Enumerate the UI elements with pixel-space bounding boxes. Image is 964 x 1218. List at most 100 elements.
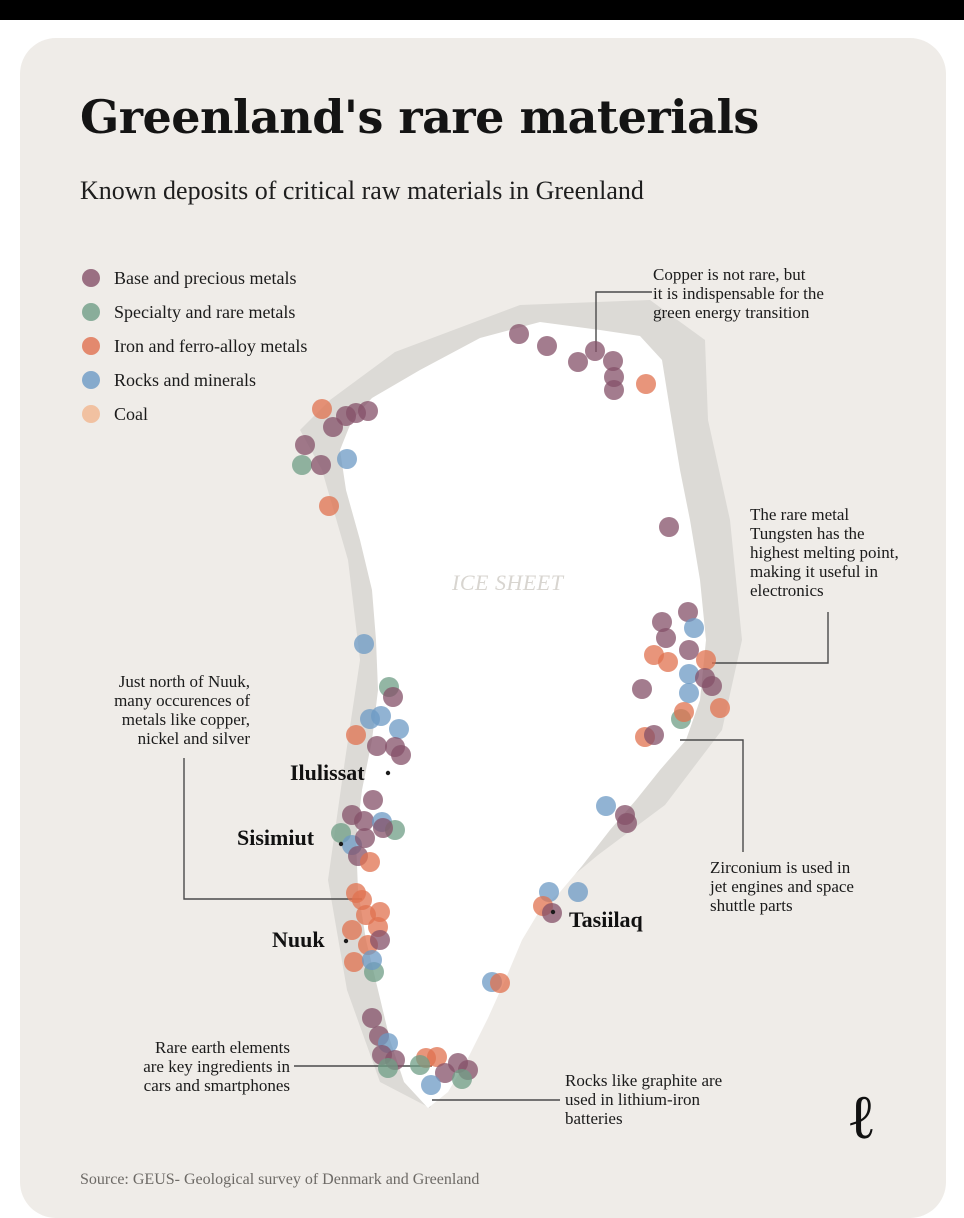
- deposit-dot: [617, 813, 637, 833]
- legend-dot-base: [82, 269, 100, 287]
- leader-tungsten: [712, 612, 829, 664]
- deposit-dot: [679, 664, 699, 684]
- deposit-dot: [358, 401, 378, 421]
- legend-item-specialty: Specialty and rare metals: [82, 295, 307, 329]
- deposit-dot: [360, 852, 380, 872]
- deposit-dot: [604, 380, 624, 400]
- deposit-dot: [354, 634, 374, 654]
- deposit-dot: [383, 687, 403, 707]
- deposit-dot: [658, 652, 678, 672]
- deposit-dot: [427, 1047, 447, 1067]
- deposit-dot: [603, 351, 623, 371]
- page-subtitle: Known deposits of critical raw materials…: [80, 176, 644, 205]
- tasiilaq-marker: [550, 909, 556, 915]
- land-outline: [340, 322, 706, 1108]
- deposit-dot: [636, 374, 656, 394]
- deposit-dot: [362, 950, 382, 970]
- infographic-card: Greenland's rare materials Known deposit…: [20, 38, 946, 1218]
- deposit-dot: [421, 1075, 441, 1095]
- deposit-dot: [537, 336, 557, 356]
- top-bar: [0, 0, 964, 20]
- deposit-dot: [355, 828, 375, 848]
- deposit-dot: [346, 725, 366, 745]
- deposit-dot: [696, 650, 716, 670]
- deposit-dot: [410, 1055, 430, 1075]
- deposit-dot: [659, 517, 679, 537]
- deposit-dot: [568, 352, 588, 372]
- deposit-dot: [344, 952, 364, 972]
- deposit-dot: [342, 920, 362, 940]
- deposit-dot: [632, 679, 652, 699]
- deposit-dot: [295, 435, 315, 455]
- deposit-dot: [362, 1008, 382, 1028]
- ilulissat-marker: [385, 770, 391, 776]
- deposit-dot: [371, 706, 391, 726]
- annotation-rare-earth: Rare earth elements are key ingredients …: [143, 1038, 290, 1095]
- legend-item-rocks: Rocks and minerals: [82, 363, 307, 397]
- leader-zirconium: [680, 739, 744, 852]
- deposit-dot: [656, 628, 676, 648]
- page-title: Greenland's rare materials: [80, 90, 759, 144]
- deposit-dot: [312, 399, 332, 419]
- leader-lines: [183, 291, 829, 1101]
- city-label-nuuk: Nuuk: [272, 927, 325, 952]
- legend-dot-coal: [82, 405, 100, 423]
- legend-dot-rocks: [82, 371, 100, 389]
- publisher-logo: ℓ: [850, 1080, 874, 1153]
- deposit-dot: [370, 902, 390, 922]
- deposit-dot: [389, 719, 409, 739]
- legend-item-coal: Coal: [82, 397, 307, 431]
- deposit-dot: [652, 612, 672, 632]
- deposit-dot: [452, 1069, 472, 1089]
- deposit-dot: [370, 930, 390, 950]
- deposit-dots: [292, 324, 730, 1095]
- annotation-copper: Copper is not rare, but it is indispensa…: [653, 265, 824, 322]
- deposit-dot: [678, 602, 698, 622]
- deposit-dot: [684, 618, 704, 638]
- city-label-tasiilaq: Tasiilaq: [569, 907, 643, 932]
- leader-copper: [595, 291, 652, 352]
- legend-dot-iron: [82, 337, 100, 355]
- nuuk-marker: [343, 938, 349, 944]
- legend-item-base: Base and precious metals: [82, 261, 307, 295]
- deposit-dot: [702, 676, 722, 696]
- legend-label-coal: Coal: [114, 403, 148, 424]
- leader-nuuk-north: [183, 758, 362, 900]
- deposit-dot: [674, 702, 694, 722]
- deposit-dot: [679, 640, 699, 660]
- deposit-dot: [337, 449, 357, 469]
- annotation-tungsten: The rare metal Tungsten has the highest …: [750, 505, 899, 600]
- deposit-dot: [490, 973, 510, 993]
- annotation-nuuk-north: Just north of Nuuk, many occurences of m…: [114, 672, 250, 748]
- deposit-dot: [311, 455, 331, 475]
- deposit-dot: [378, 1058, 398, 1078]
- deposit-dot: [679, 683, 699, 703]
- deposit-dot: [367, 736, 387, 756]
- source-note: Source: GEUS- Geological survey of Denma…: [80, 1171, 480, 1188]
- legend-label-specialty: Specialty and rare metals: [114, 301, 296, 322]
- deposit-dot: [391, 745, 411, 765]
- deposit-dot: [568, 882, 588, 902]
- legend: Base and precious metals Specialty and r…: [82, 261, 307, 431]
- ice-sheet-label: ICE SHEET: [452, 570, 564, 595]
- deposit-dot: [352, 890, 372, 910]
- deposit-dot: [373, 818, 393, 838]
- deposit-dot: [292, 455, 312, 475]
- city-label-sisimiut: Sisimiut: [237, 825, 315, 850]
- deposit-dot: [585, 341, 605, 361]
- city-label-ilulissat: Ilulissat: [290, 760, 365, 785]
- deposit-dot: [319, 496, 339, 516]
- annotation-zirconium: Zirconium is used in jet engines and spa…: [710, 858, 854, 915]
- annotation-graphite: Rocks like graphite are used in lithium-…: [565, 1071, 723, 1128]
- deposit-dot: [710, 698, 730, 718]
- legend-label-rocks: Rocks and minerals: [114, 369, 256, 390]
- deposit-dot: [363, 790, 383, 810]
- legend-item-iron: Iron and ferro-alloy metals: [82, 329, 307, 363]
- deposit-dot: [509, 324, 529, 344]
- sisimiut-marker: [338, 841, 344, 847]
- legend-label-base: Base and precious metals: [114, 267, 297, 288]
- legend-label-iron: Iron and ferro-alloy metals: [114, 335, 308, 356]
- legend-dot-specialty: [82, 303, 100, 321]
- deposit-dot: [644, 725, 664, 745]
- deposit-dot: [354, 811, 374, 831]
